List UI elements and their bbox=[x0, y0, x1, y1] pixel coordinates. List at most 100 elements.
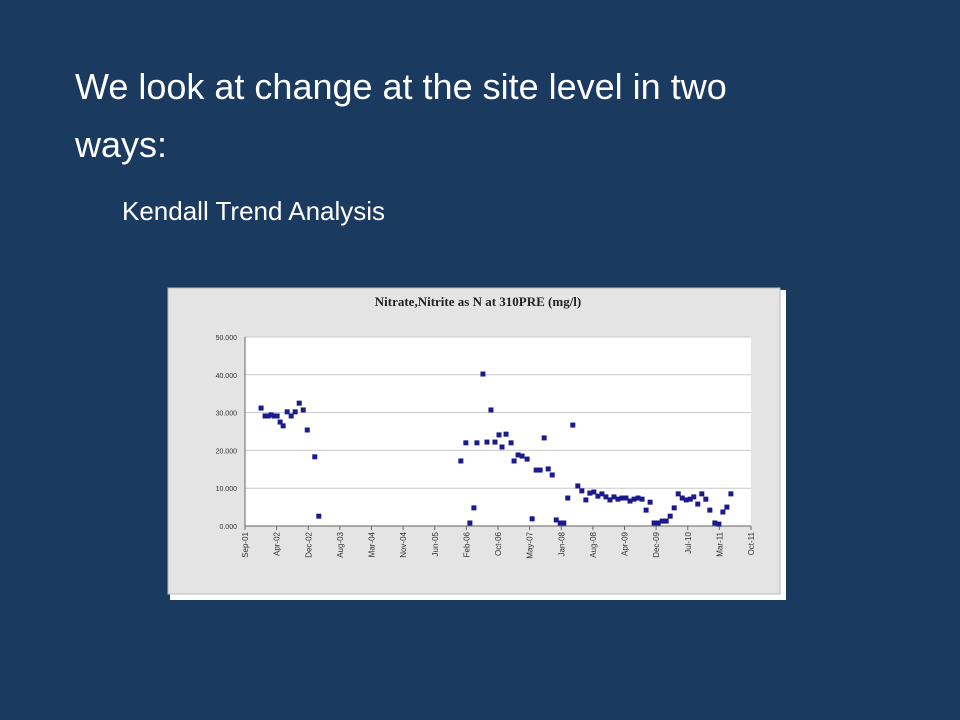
x-tick-label: Apr-02 bbox=[273, 531, 282, 556]
point bbox=[687, 496, 693, 502]
point bbox=[480, 371, 486, 377]
point bbox=[474, 440, 480, 446]
point bbox=[258, 405, 264, 411]
point bbox=[639, 496, 645, 502]
x-tick-label: Jul-10 bbox=[684, 531, 693, 553]
point bbox=[519, 453, 525, 459]
point bbox=[707, 507, 713, 513]
point bbox=[675, 491, 681, 497]
point bbox=[511, 458, 517, 464]
point bbox=[488, 407, 494, 413]
y-tick-label: 10.000 bbox=[216, 486, 238, 493]
point bbox=[549, 472, 555, 478]
point bbox=[557, 520, 563, 526]
point bbox=[499, 444, 505, 450]
point bbox=[655, 520, 661, 526]
point bbox=[524, 456, 530, 462]
point bbox=[463, 440, 469, 446]
point bbox=[280, 423, 286, 429]
x-tick-label: Oct-06 bbox=[494, 531, 503, 556]
point bbox=[603, 494, 609, 500]
point bbox=[492, 439, 498, 445]
point bbox=[647, 499, 653, 505]
point bbox=[292, 409, 298, 415]
point bbox=[288, 413, 294, 419]
point bbox=[623, 495, 629, 501]
point bbox=[312, 454, 318, 460]
x-tick-label: Dec-09 bbox=[652, 531, 661, 557]
point bbox=[271, 413, 277, 419]
point bbox=[683, 497, 689, 503]
point bbox=[296, 400, 302, 406]
point bbox=[728, 491, 734, 497]
point bbox=[583, 497, 589, 503]
point bbox=[277, 419, 283, 425]
point bbox=[695, 501, 701, 507]
point bbox=[561, 520, 567, 526]
point bbox=[720, 509, 726, 515]
point bbox=[643, 507, 649, 513]
bullet: Kendall Trend Analysis bbox=[122, 196, 386, 226]
point bbox=[595, 493, 601, 499]
point bbox=[591, 489, 597, 495]
chart-title: Nitrate,Nitrite as N at 310PRE (mg/l) bbox=[375, 294, 582, 309]
x-tick-label: Aug-08 bbox=[589, 531, 598, 557]
point bbox=[537, 467, 543, 473]
x-tick-label: Mar-04 bbox=[368, 531, 377, 557]
point bbox=[553, 517, 559, 523]
x-tick-label: Jan-08 bbox=[557, 531, 566, 556]
point bbox=[274, 413, 280, 419]
point bbox=[724, 504, 730, 510]
y-tick-label: 30.000 bbox=[216, 411, 238, 418]
point bbox=[712, 520, 718, 526]
point bbox=[575, 483, 581, 489]
point bbox=[471, 505, 477, 511]
point bbox=[659, 518, 665, 524]
point bbox=[599, 491, 605, 497]
y-tick-label: 0.000 bbox=[219, 524, 237, 531]
point bbox=[631, 496, 637, 502]
point bbox=[651, 520, 657, 526]
point bbox=[627, 498, 633, 504]
point bbox=[458, 458, 464, 464]
point bbox=[503, 431, 509, 437]
point bbox=[619, 495, 625, 501]
point bbox=[607, 497, 613, 503]
point bbox=[703, 496, 709, 502]
x-tick-label: Feb-06 bbox=[462, 531, 471, 557]
point bbox=[699, 491, 705, 497]
x-tick-label: Sep-01 bbox=[241, 531, 250, 557]
point bbox=[615, 496, 621, 502]
point bbox=[671, 505, 677, 511]
point bbox=[663, 518, 669, 524]
point bbox=[496, 432, 502, 438]
point bbox=[529, 516, 535, 522]
plot-area bbox=[245, 337, 751, 526]
x-tick-label: Jun-05 bbox=[431, 531, 440, 556]
x-tick-label: Aug-03 bbox=[336, 531, 345, 557]
y-tick-label: 20.000 bbox=[216, 448, 238, 455]
point bbox=[262, 413, 268, 419]
slide-title: We look at change at the site level in t… bbox=[75, 66, 727, 165]
point bbox=[533, 467, 539, 473]
point bbox=[515, 452, 521, 458]
point bbox=[484, 439, 490, 445]
point bbox=[265, 413, 271, 419]
point bbox=[300, 407, 306, 413]
point bbox=[467, 520, 473, 526]
point bbox=[508, 440, 514, 446]
point bbox=[716, 521, 722, 527]
x-tick-label: Mar-11 bbox=[715, 531, 724, 556]
point bbox=[691, 494, 697, 500]
x-tick-label: Nov-04 bbox=[399, 531, 408, 557]
x-tick-label: Dec-02 bbox=[304, 531, 313, 557]
point bbox=[667, 513, 673, 519]
point bbox=[635, 495, 641, 501]
x-tick-label: May-07 bbox=[526, 531, 535, 558]
point bbox=[679, 495, 685, 501]
point bbox=[304, 427, 310, 433]
x-tick-label: Apr-09 bbox=[621, 531, 630, 556]
point bbox=[284, 409, 290, 415]
